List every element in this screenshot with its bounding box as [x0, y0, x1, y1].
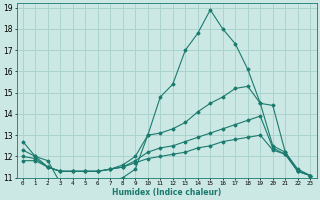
X-axis label: Humidex (Indice chaleur): Humidex (Indice chaleur)	[112, 188, 221, 197]
